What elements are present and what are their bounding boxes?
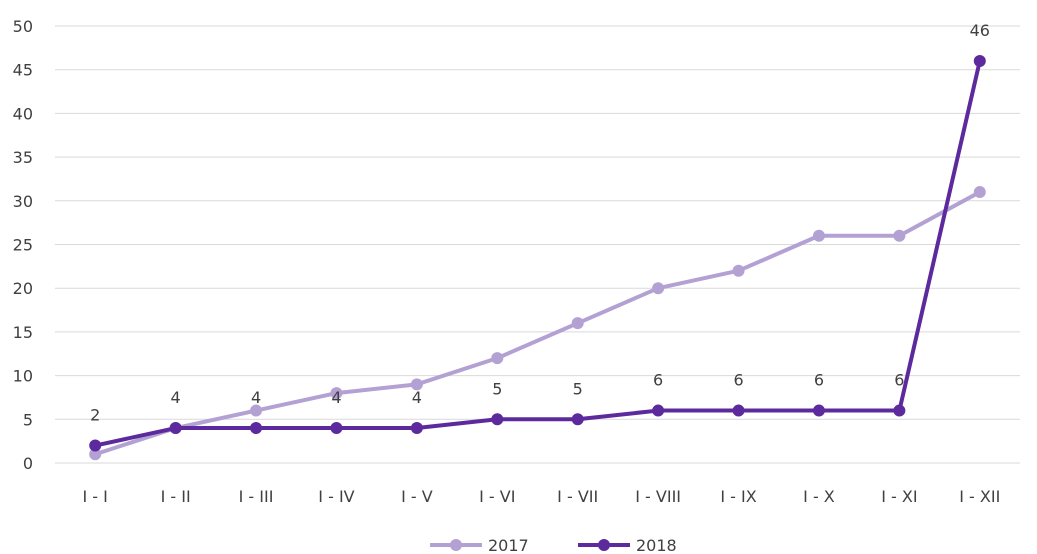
gridlines <box>55 25 1020 464</box>
legend-item-2018: 2018 <box>578 536 677 554</box>
series-line-2017 <box>93 190 982 457</box>
y-tick-label: 30 <box>13 192 33 211</box>
series-lines <box>89 54 986 461</box>
data-point-2018 <box>893 404 906 417</box>
y-axis-tick-labels: 0 5 10 15 20 25 30 35 40 45 50 <box>13 17 33 473</box>
data-label-2018: 4 <box>251 388 261 407</box>
legend-label: 2018 <box>636 536 677 554</box>
x-tick-label: I - II <box>161 487 191 506</box>
data-label-2018: 6 <box>733 371 743 390</box>
y-tick-label: 45 <box>13 61 33 80</box>
data-point-2018 <box>732 404 745 417</box>
data-point-2017 <box>330 387 343 400</box>
data-point-2018 <box>571 413 584 426</box>
legend-marker <box>598 539 610 551</box>
y-tick-label: 50 <box>13 17 33 36</box>
data-point-2017 <box>89 448 102 461</box>
y-tick-label: 25 <box>13 236 33 255</box>
data-point-2018 <box>973 54 986 67</box>
y-tick-label: 0 <box>23 454 33 473</box>
data-point-2017 <box>571 317 584 330</box>
x-tick-label: I - XII <box>959 487 1000 506</box>
data-labels: 2 4 4 4 4 5 5 6 6 6 6 46 <box>90 21 990 425</box>
data-point-2018 <box>89 439 102 452</box>
data-point-2018 <box>491 413 504 426</box>
y-tick-label: 35 <box>13 148 33 167</box>
legend-item-2017: 2017 <box>430 536 529 554</box>
y-tick-label: 5 <box>23 410 33 429</box>
y-tick-label: 10 <box>13 367 33 386</box>
data-label-2018: 4 <box>331 388 341 407</box>
x-tick-label: I - VI <box>479 487 515 506</box>
data-label-2018: 4 <box>171 388 181 407</box>
data-point-2018 <box>169 422 182 435</box>
legend-label: 2017 <box>488 536 529 554</box>
data-label-2018: 4 <box>412 388 422 407</box>
data-point-2017 <box>893 229 906 242</box>
data-label-2018: 2 <box>90 406 100 425</box>
x-tick-label: I - IV <box>318 487 354 506</box>
data-point-2017 <box>250 404 263 417</box>
x-axis-tick-labels: I - I I - II I - III I - IV I - V I - VI I - V… <box>83 487 1001 506</box>
legend: 2017 2018 <box>430 536 677 554</box>
x-tick-label: I - VII <box>557 487 598 506</box>
data-label-2018: 5 <box>573 379 583 398</box>
x-tick-label: I - III <box>239 487 274 506</box>
x-tick-label: I - V <box>401 487 433 506</box>
data-point-2017 <box>812 229 825 242</box>
data-point-2018 <box>652 404 665 417</box>
data-point-2017 <box>652 282 665 295</box>
data-point-2018 <box>330 422 343 435</box>
data-label-2018: 6 <box>653 371 663 390</box>
data-point-2017 <box>973 186 986 199</box>
data-label-2018: 6 <box>894 371 904 390</box>
x-tick-label: I - I <box>83 487 108 506</box>
data-point-2017 <box>732 264 745 277</box>
x-tick-label: I - X <box>803 487 835 506</box>
x-tick-label: I - XI <box>881 487 917 506</box>
data-point-2018 <box>410 422 423 435</box>
legend-marker <box>450 539 462 551</box>
data-point-2017 <box>491 352 504 365</box>
series-line-2018 <box>93 58 982 448</box>
data-label-2018: 6 <box>814 371 824 390</box>
y-tick-label: 15 <box>13 323 33 342</box>
data-point-2018 <box>812 404 825 417</box>
data-point-2018 <box>250 422 263 435</box>
data-label-2018: 46 <box>970 21 990 40</box>
x-tick-label: I - IX <box>720 487 756 506</box>
y-tick-label: 40 <box>13 104 33 123</box>
y-tick-label: 20 <box>13 279 33 298</box>
x-tick-label: I - VIII <box>635 487 681 506</box>
data-label-2018: 5 <box>492 379 502 398</box>
data-point-2017 <box>410 378 423 391</box>
